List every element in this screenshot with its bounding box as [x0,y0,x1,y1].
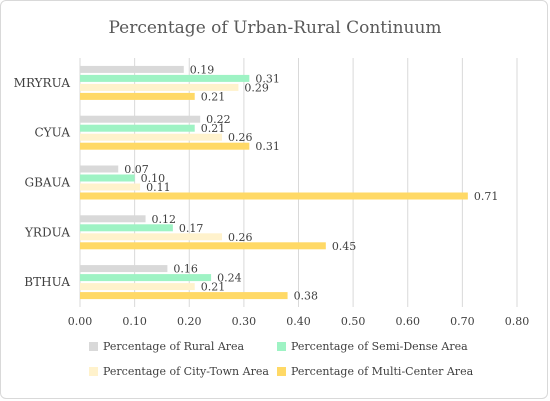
bar [80,265,168,273]
bar [80,224,173,232]
value-axis: 0.00 0.10 0.20 0.30 0.40 0.50 0.60 0.70 0.80 [68,315,530,328]
bar [80,274,212,282]
bar [80,133,223,141]
legend-item[interactable]: Percentage of Multi-Center Area [277,365,474,378]
bar [80,165,119,173]
bar-value-label: 0.07 [124,163,149,176]
bar-value-label: 0.31 [255,72,280,85]
category-label: BTHUA [24,275,70,289]
bar [80,183,141,191]
bar [80,174,135,182]
legend-swatch [277,367,286,376]
x-tick-label: 0.00 [68,315,93,328]
bar-value-label: 0.22 [206,113,231,126]
bar-value-label: 0.71 [474,190,499,203]
x-tick-label: 0.40 [286,315,311,328]
bar [80,124,195,132]
legend-swatch [277,342,286,351]
bar-value-label: 0.21 [201,122,226,135]
legend[interactable]: Percentage of Rural Area Percentage of Se… [89,340,474,378]
bar [80,142,250,150]
x-tick-label: 0.20 [177,315,202,328]
x-tick-label: 0.60 [396,315,421,328]
bar [80,74,250,82]
bar-value-label: 0.10 [141,172,166,185]
x-tick-label: 0.70 [450,315,475,328]
category-axis: MRYRUA CYUA GBAUA YRDUA BTHUA [14,76,71,289]
bar [80,233,223,241]
bar [80,83,239,91]
bar-value-label: 0.31 [255,140,280,153]
x-tick-label: 0.30 [232,315,257,328]
category-label: CYUA [34,126,70,140]
bar-value-label: 0.19 [190,63,215,76]
x-tick-label: 0.10 [122,315,147,328]
bar-value-label: 0.16 [173,263,198,276]
category-label: YRDUA [24,225,70,239]
bar-value-label: 0.29 [244,81,269,94]
legend-item[interactable]: Percentage of Semi-Dense Area [277,340,468,353]
bar-value-label: 0.26 [228,231,253,244]
legend-label: Percentage of City-Town Area [103,365,269,378]
category-label: MRYRUA [14,76,71,90]
bar [80,92,195,100]
bar-value-label: 0.17 [179,222,204,235]
bar [80,292,288,300]
bar [80,65,184,73]
legend-label: Percentage of Rural Area [103,340,245,353]
data-labels: 0.190.310.290.210.220.210.260.310.070.10… [124,63,498,302]
bar [80,283,195,291]
x-tick-label: 0.80 [505,315,530,328]
bars [80,65,468,300]
category-label: GBAUA [25,176,71,190]
chart-title: Percentage of Urban-Rural Continuum [108,18,441,38]
legend-item[interactable]: Percentage of Rural Area [89,340,245,353]
bar-value-label: 0.24 [217,272,242,285]
legend-swatch [89,367,98,376]
bar [80,215,146,223]
bar [80,115,201,123]
legend-item[interactable]: Percentage of City-Town Area [89,365,269,378]
bar-value-label: 0.21 [201,90,226,103]
legend-label: Percentage of Semi-Dense Area [291,340,468,353]
x-tick-label: 0.50 [341,315,366,328]
bar-value-label: 0.12 [152,213,177,226]
bar-value-label: 0.38 [294,290,319,303]
bar-value-label: 0.26 [228,131,253,144]
legend-swatch [89,342,98,351]
bar [80,192,468,200]
bar [80,242,326,250]
legend-label: Percentage of Multi-Center Area [291,365,474,378]
bar-value-label: 0.21 [201,281,226,294]
bar-value-label: 0.11 [146,181,171,194]
bar-value-label: 0.45 [332,240,357,253]
